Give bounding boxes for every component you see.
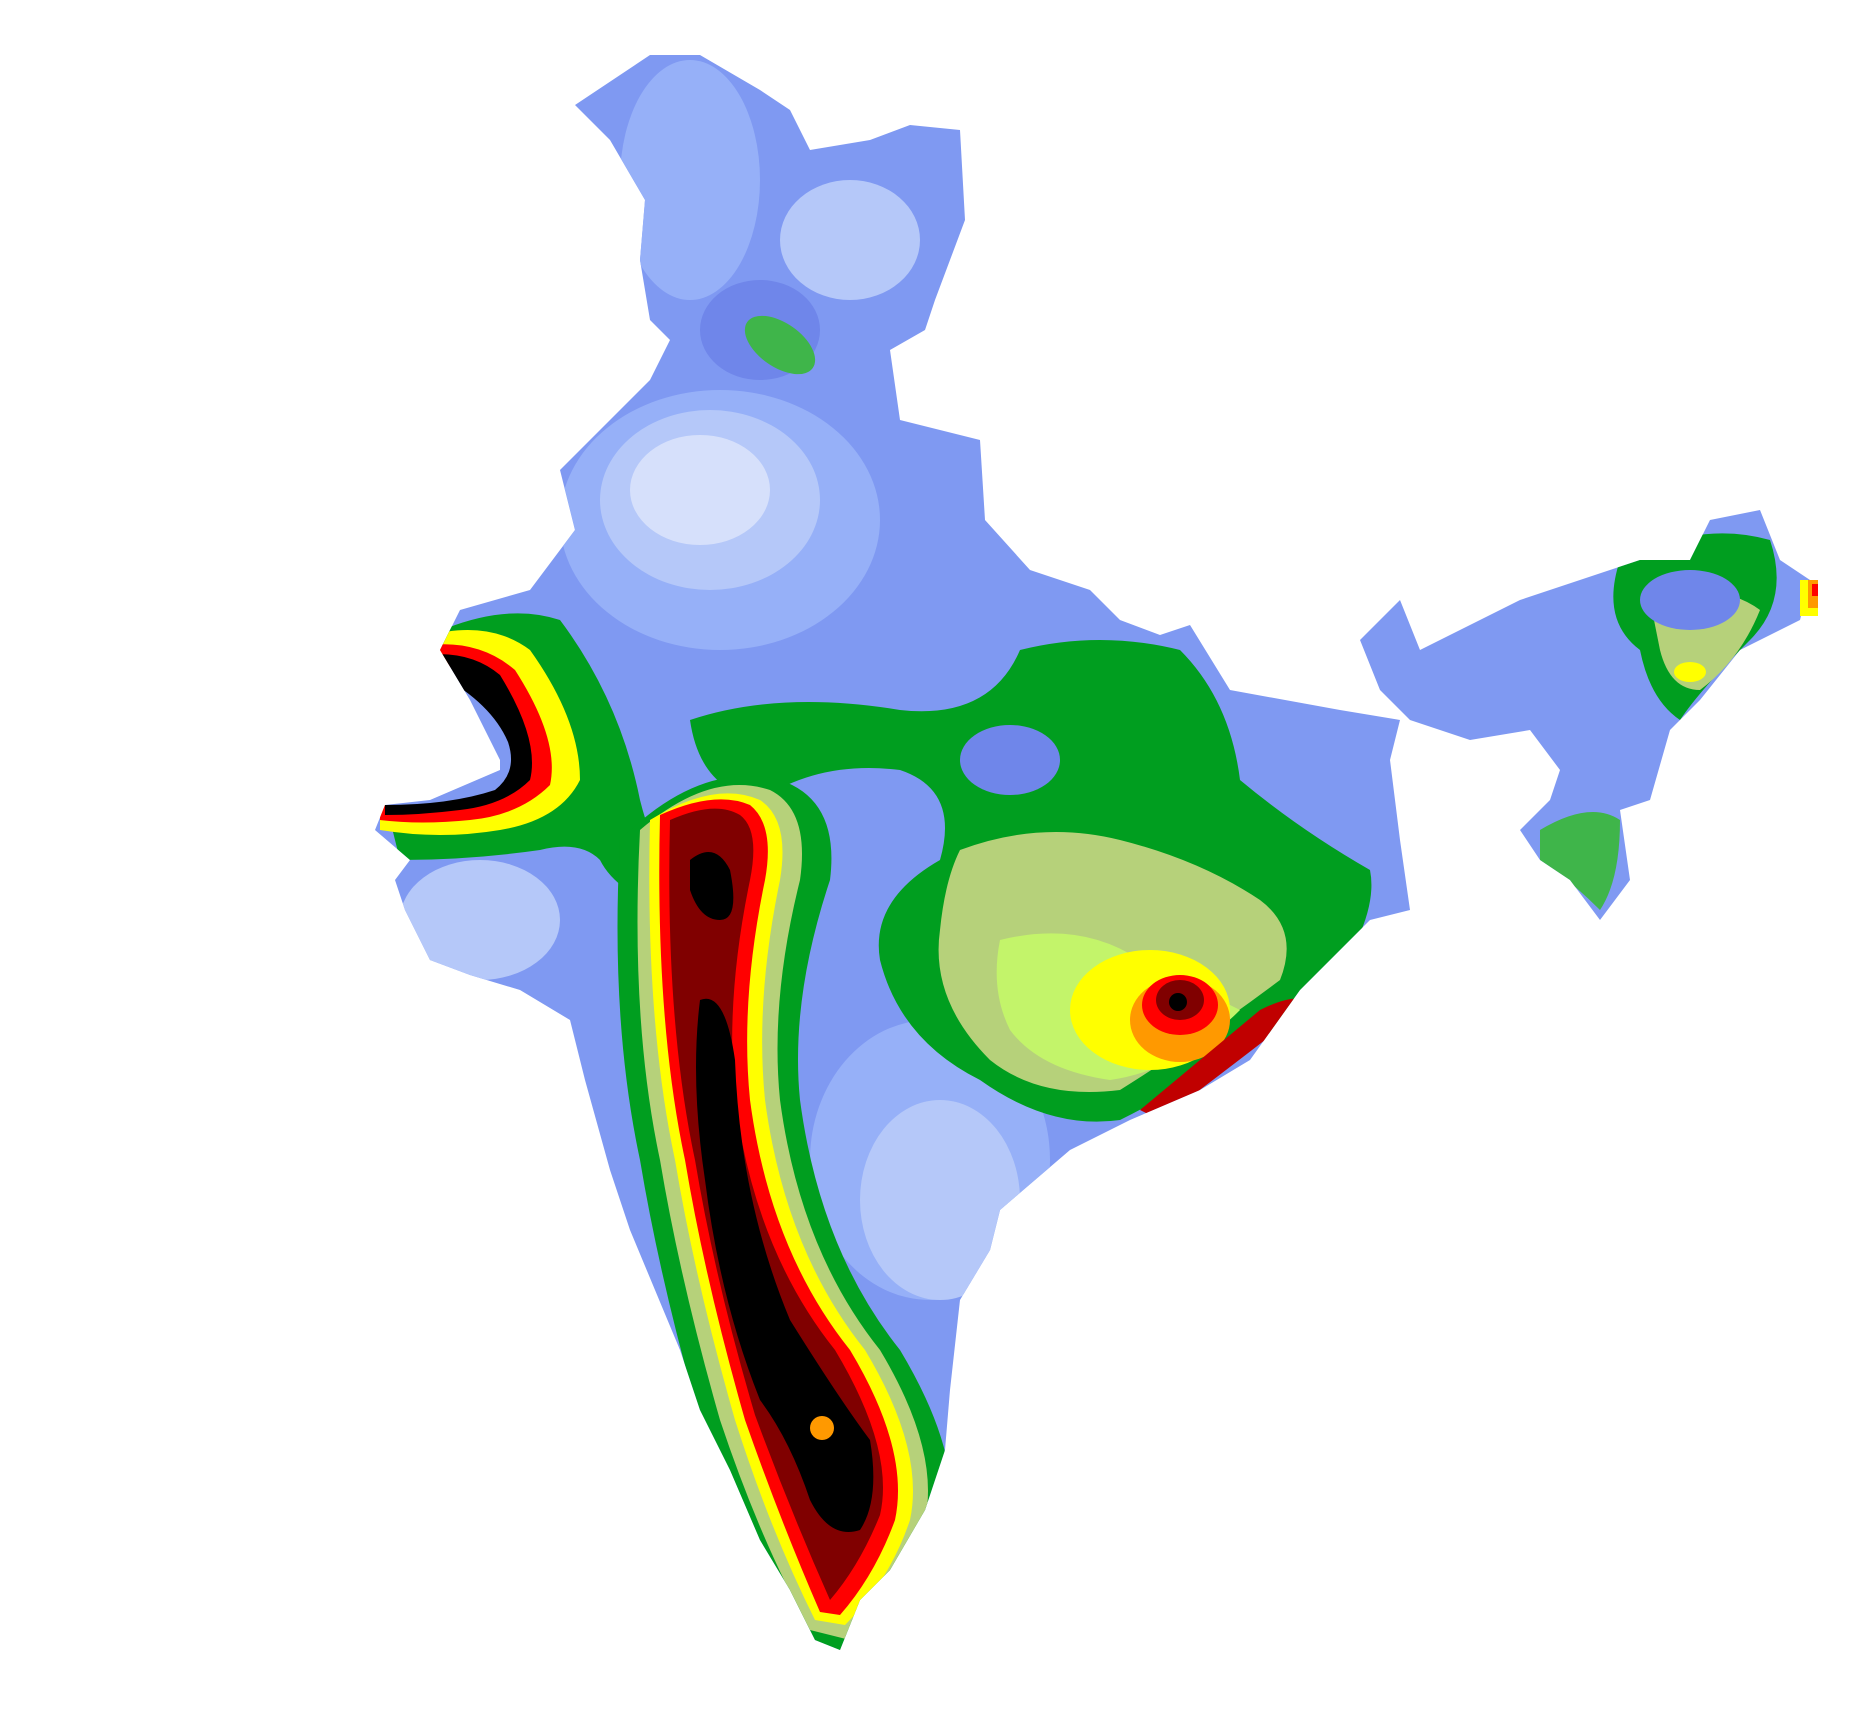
northeast-yellow-spot	[1674, 662, 1706, 682]
south-orange-spot	[810, 1416, 834, 1440]
northeast-blue-island	[1640, 570, 1740, 630]
northeast-edge-hotspot	[1800, 580, 1818, 616]
north-light-zone-1	[620, 60, 760, 300]
central-blue-island	[960, 725, 1060, 795]
north-light-zone-2	[780, 180, 920, 300]
east-coast-red-band	[1140, 998, 1310, 1120]
west-coast-peak-band	[690, 852, 874, 1532]
gujarat-light-zone	[400, 860, 560, 980]
gujarat-peak-band	[385, 654, 532, 815]
east-peak-spot	[1169, 993, 1187, 1011]
northeast-south-green	[1540, 812, 1620, 910]
deccan-light-zone-2	[860, 1100, 1020, 1300]
north-light-zone-5	[630, 435, 770, 545]
kashmir-green-spot	[744, 315, 816, 375]
gujarat-red-band	[380, 644, 552, 823]
